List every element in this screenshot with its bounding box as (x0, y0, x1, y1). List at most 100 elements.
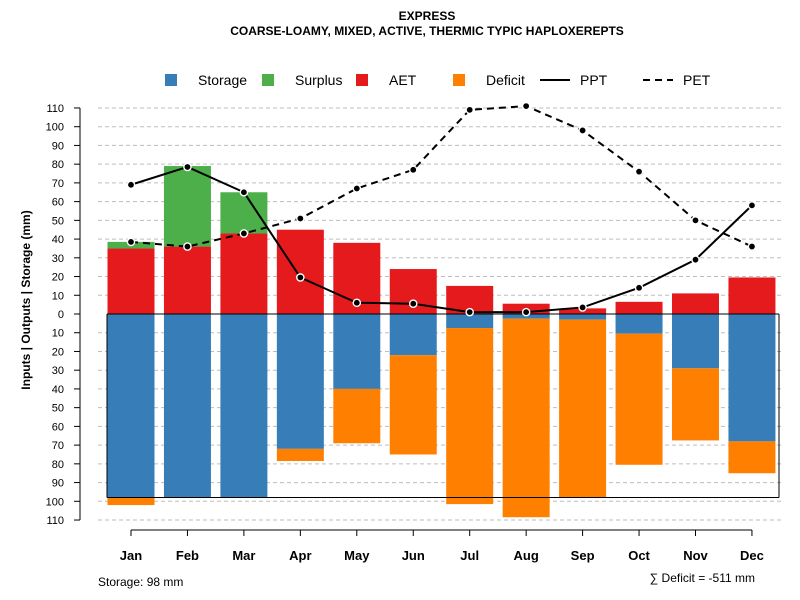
y-tick-label: 20 (52, 272, 64, 284)
pet-point (634, 167, 644, 176)
bars (107, 166, 776, 518)
deficit-bar (502, 318, 550, 518)
y-tick-label: 90 (52, 478, 64, 490)
x-tick-label: Jun (402, 548, 425, 563)
ppt-point (408, 299, 418, 308)
pet-point (296, 214, 305, 223)
pet-point (521, 101, 531, 111)
y-tick-label: 90 (52, 140, 64, 152)
storage-bar (389, 314, 437, 356)
y-axis-label: Inputs | Outputs | Storage (mm) (19, 210, 33, 389)
storage-bar (220, 314, 268, 498)
x-tick-label: Jan (120, 548, 142, 563)
aet-bar (672, 293, 719, 314)
reference-lines (106, 313, 780, 499)
ppt-point (352, 298, 362, 308)
y-tick-label: 30 (52, 365, 64, 377)
x-tick-label: Nov (683, 548, 708, 563)
deficit-bar (389, 355, 437, 455)
y-tick-label: 0 (58, 309, 64, 321)
legend-swatch (165, 74, 177, 86)
pet-point (408, 165, 418, 175)
surplus-bar (163, 166, 211, 247)
storage-bar (333, 314, 381, 389)
pet-point (239, 229, 249, 238)
deficit-bar (672, 368, 719, 441)
ppt-line (130, 165, 753, 314)
legend-label: PET (683, 72, 711, 88)
gridlines (98, 107, 783, 521)
ppt-point (126, 180, 136, 190)
legend-swatch (262, 74, 274, 86)
ppt-point (239, 187, 249, 197)
y-tick-label: 10 (52, 290, 64, 302)
y-tick-label: 50 (52, 403, 64, 415)
aet-bar (728, 277, 776, 314)
aet-bar (276, 229, 324, 314)
y-tick-label: 110 (46, 515, 64, 527)
x-tick-label: Oct (628, 548, 650, 563)
storage-bar (728, 314, 776, 442)
pet-point (352, 184, 362, 193)
legend-label: PPT (580, 72, 608, 88)
deficit-bar (615, 333, 663, 465)
y-tick-label: 40 (52, 234, 64, 246)
legend-label: AET (389, 72, 417, 88)
x-tick-label: Feb (176, 548, 199, 563)
pet-line (130, 105, 753, 248)
y-tick-label: 40 (52, 384, 64, 396)
legend-swatch (356, 74, 368, 86)
y-tick-label: 70 (52, 440, 64, 452)
deficit-bar (559, 319, 607, 498)
ppt-point (634, 283, 644, 293)
legend-label: Storage (198, 72, 247, 88)
x-tick-label: Mar (232, 548, 255, 563)
y-tick-label: 60 (52, 197, 64, 209)
legend-swatch (453, 74, 465, 86)
aet-bar (220, 233, 268, 314)
storage-bar (446, 314, 494, 329)
storage-bar (672, 314, 719, 369)
y-axis: 1101009080706050403020100102030405060708… (46, 103, 81, 527)
y-tick-label: 80 (52, 459, 64, 471)
chart-title: EXPRESS (399, 9, 456, 23)
pet-point (126, 237, 136, 247)
ppt-point (296, 273, 305, 282)
deficit-bar (333, 388, 381, 444)
x-tick-label: Apr (289, 548, 311, 563)
series-lines (126, 101, 757, 317)
deficit-bar (446, 328, 494, 505)
legend: Storage Surplus AET Deficit PPT PET (165, 72, 711, 88)
y-tick-label: 60 (52, 421, 64, 433)
y-tick-label: 100 (46, 122, 64, 134)
storage-bar (163, 314, 211, 498)
y-tick-label: 110 (46, 103, 64, 115)
pet-point (465, 105, 475, 115)
storage-bar (107, 314, 155, 498)
legend-label: Deficit (486, 72, 525, 88)
storage-bar (559, 314, 607, 320)
pet-point (183, 242, 192, 251)
aet-bar (163, 246, 211, 314)
deficit-bar (107, 497, 155, 506)
ppt-point (183, 162, 192, 172)
storage-bar (615, 314, 663, 334)
y-tick-label: 80 (52, 159, 64, 171)
pet-point (691, 216, 700, 225)
pet-point (747, 242, 757, 251)
chart-subtitle: COARSE-LOAMY, MIXED, ACTIVE, THERMIC TYP… (230, 24, 624, 38)
ppt-point (747, 201, 757, 210)
y-tick-label: 70 (52, 178, 64, 190)
deficit-bar (728, 441, 776, 474)
x-tick-label: Dec (740, 548, 764, 563)
x-tick-label: Sep (571, 548, 595, 563)
y-tick-label: 100 (46, 496, 64, 508)
x-tick-label: Aug (514, 548, 539, 563)
aet-bar (107, 248, 155, 314)
pet-point (578, 126, 587, 135)
legend-label: Surplus (295, 72, 342, 88)
ppt-point (465, 307, 475, 317)
x-tick-label: May (344, 548, 370, 563)
y-tick-label: 50 (52, 215, 64, 227)
